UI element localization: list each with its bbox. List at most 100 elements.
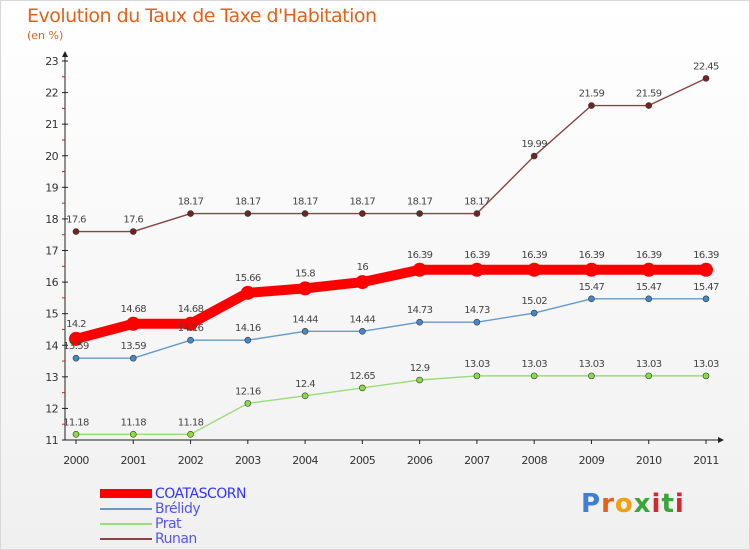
logo-letter: t	[661, 489, 675, 519]
chart-axes: 11 12 13 14 15 16 17 18 19 20 21 22 23 2000 2001 2002 20…	[45, 51, 724, 467]
legend-label: COATASCORN	[155, 485, 246, 502]
data-label: 12.16	[235, 386, 261, 397]
data-point	[702, 372, 710, 380]
legend-item: Runan	[100, 530, 246, 547]
data-label: 16.39	[521, 250, 547, 261]
data-label: 15.47	[579, 282, 605, 293]
y-tick-label: 16	[45, 276, 58, 289]
x-tick-label: 2011	[693, 454, 719, 467]
y-tick-label: 22	[45, 87, 58, 100]
data-label: 14.73	[407, 305, 433, 316]
x-tick-label: 2006	[407, 454, 433, 467]
data-label: 13.03	[636, 359, 662, 370]
data-point	[301, 328, 309, 335]
data-label: 18.17	[407, 197, 433, 208]
data-point	[244, 400, 252, 407]
data-point	[72, 431, 80, 438]
proxiti-logo: Proxiti	[581, 489, 685, 519]
data-point	[187, 336, 194, 344]
data-label: 13.03	[464, 359, 490, 370]
data-label: 16.39	[464, 250, 490, 261]
logo-letter: i	[651, 489, 662, 519]
data-point	[588, 372, 595, 380]
data-point	[72, 354, 80, 362]
data-label: 18.17	[292, 197, 318, 208]
data-point	[584, 262, 599, 277]
data-point	[359, 384, 366, 392]
legend-label: Prat	[155, 515, 182, 532]
data-label: 18.17	[350, 197, 376, 208]
data-point	[359, 328, 366, 335]
data-label: 16	[357, 262, 369, 273]
legend-swatch	[100, 522, 152, 525]
logo-letter: x	[633, 489, 652, 519]
chart-subtitle: (en %)	[27, 29, 64, 42]
data-label: 14.16	[235, 323, 261, 334]
data-point	[473, 318, 481, 326]
data-point	[416, 376, 423, 384]
data-point	[645, 372, 653, 380]
series-line	[75, 298, 707, 359]
data-point	[355, 275, 370, 290]
data-label: 12.65	[350, 371, 376, 382]
data-point	[240, 285, 255, 300]
data-label: 14.68	[178, 304, 204, 315]
logo-letter: o	[614, 489, 634, 519]
legend-swatch	[100, 507, 152, 510]
legend-swatch	[100, 537, 152, 540]
data-point	[416, 210, 423, 217]
data-label: 11.18	[178, 417, 204, 428]
data-point	[129, 228, 137, 235]
data-label: 14.44	[292, 314, 318, 325]
data-label-layer: 13.59 13.59 14.16 14.16 14.44 14.44 14.73 14.73…	[63, 61, 719, 428]
legend-label: Runan	[155, 530, 197, 547]
data-point	[183, 316, 198, 331]
data-label: 14.44	[350, 314, 376, 325]
data-point	[298, 281, 313, 296]
x-tick-label: 2004	[292, 454, 318, 467]
data-label: 21.59	[636, 89, 662, 100]
x-tick-label: 2003	[235, 454, 261, 467]
data-point	[126, 316, 141, 331]
data-point	[473, 372, 481, 380]
data-label: 12.9	[410, 363, 430, 374]
series-layer	[69, 75, 713, 438]
data-point	[69, 331, 83, 346]
y-tick-label: 15	[45, 308, 58, 321]
data-label: 13.59	[120, 341, 146, 352]
logo-letter: i	[674, 489, 685, 519]
legend-label: Brélidy	[155, 500, 201, 517]
data-point	[530, 309, 538, 317]
data-label: 15.47	[693, 282, 719, 293]
data-point	[530, 372, 538, 380]
x-tick-label: 2008	[521, 454, 547, 467]
x-tick-label: 2005	[350, 454, 376, 467]
y-tick-label: 14	[45, 339, 58, 352]
series-line	[75, 375, 707, 436]
data-label: 18.17	[235, 197, 261, 208]
x-tick-label: 2009	[579, 454, 605, 467]
data-point	[469, 262, 484, 277]
data-label: 16.39	[636, 250, 662, 261]
data-label: 17.6	[123, 215, 143, 226]
data-point	[412, 262, 427, 277]
legend: COATASCORN Brélidy Prat Runan	[100, 485, 246, 547]
legend-swatch	[100, 489, 152, 498]
data-point	[588, 295, 595, 303]
y-tick-label: 12	[45, 402, 58, 415]
data-point	[588, 102, 595, 109]
data-label: 17.6	[66, 215, 86, 226]
series-line	[71, 264, 711, 344]
data-label: 15.8	[295, 268, 315, 279]
y-tick-label: 19	[45, 181, 58, 194]
data-point	[645, 295, 653, 303]
y-tick-label: 21	[45, 118, 58, 131]
data-point	[359, 210, 366, 217]
data-label: 14.68	[120, 304, 146, 315]
x-tick-label: 2010	[636, 454, 662, 467]
legend-item: Brélidy	[100, 500, 246, 517]
data-label: 15.47	[636, 282, 662, 293]
series-line	[75, 77, 707, 233]
data-label: 19.99	[521, 139, 547, 150]
chart-title: Evolution du Taux de Taxe d'Habitation	[27, 5, 377, 27]
